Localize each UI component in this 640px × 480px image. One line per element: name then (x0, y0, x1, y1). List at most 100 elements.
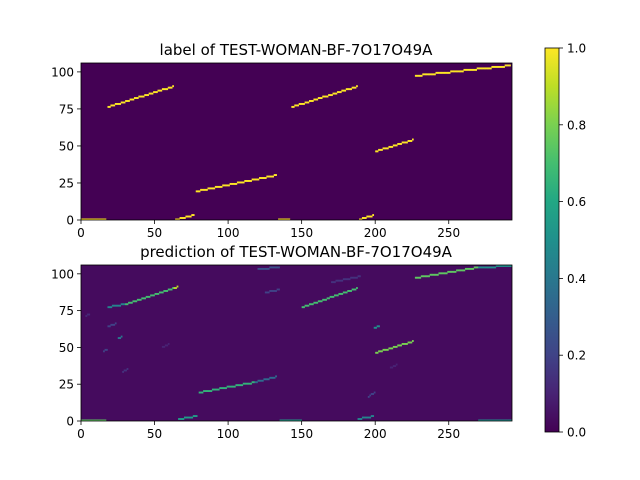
top-heatmap-cell (473, 68, 476, 71)
bottom-panel (81, 265, 512, 421)
top-heatmap-cell (478, 67, 480, 70)
top-heatmap-cell (153, 91, 155, 94)
top-heatmap-cell (320, 97, 323, 99)
bottom-heatmap-cell (276, 266, 279, 269)
top-heatmap-cell (344, 89, 347, 92)
bottom-heatmap-cell (319, 300, 322, 303)
bottom-heatmap-cell (438, 272, 441, 275)
bottom-heatmap-cell (436, 273, 439, 276)
top-heatmap-cell (119, 102, 122, 105)
bottom-heatmap-cell (325, 298, 327, 301)
top-heatmap-cell (233, 182, 236, 185)
bottom-heatmap-cell (409, 341, 411, 344)
bottom-heatmap-cell (138, 298, 141, 301)
top-heatmap-cell (245, 180, 248, 182)
bottom-heatmap-cell (370, 415, 373, 418)
bottom-heatmap-cell (219, 387, 222, 390)
bottom-heatmap-cell (342, 278, 345, 281)
bottom-heatmap-cell (417, 276, 420, 279)
bottom-heatmap-cell (233, 385, 236, 388)
top-heatmap-cell (422, 73, 425, 76)
bottom-heatmap-cell (497, 265, 500, 267)
bottom-heatmap-cell (336, 279, 339, 282)
bottom-heatmap-cell (173, 287, 176, 289)
bottom-heatmap-cell (89, 419, 92, 421)
bottom-heatmap-cell (135, 300, 138, 303)
top-heatmap-cell (150, 92, 152, 95)
bottom-heatmap-cell (194, 415, 197, 418)
bottom-heatmap-cell (363, 416, 366, 419)
bottom-heatmap-cell (261, 379, 264, 382)
top-heatmap-cell (203, 188, 205, 191)
bottom-heatmap-cell (286, 419, 289, 421)
bottom-heatmap-cell (144, 297, 147, 300)
top-heatmap-cell (253, 178, 255, 181)
bottom-heatmap-cell (110, 323, 113, 326)
bottom-heatmap-cell (338, 279, 341, 282)
top-heatmap-cell (389, 145, 392, 148)
bottom-heatmap-cell (101, 419, 104, 421)
bottom-heatmap-cell (334, 294, 336, 297)
bottom-heatmap-cell (485, 266, 488, 269)
top-heatmap-cell (451, 70, 454, 73)
bottom-heatmap-cell (285, 419, 288, 421)
bottom-heatmap-cell (386, 348, 389, 351)
bottom-heatmap-cell (220, 387, 223, 390)
bottom-heatmap-cell (129, 301, 132, 304)
top-heatmap-cell (288, 218, 291, 220)
bottom-heatmap-cell (86, 419, 89, 421)
top-heatmap-cell (385, 147, 388, 150)
bottom-heatmap-cell (232, 385, 235, 388)
bottom-heatmap-cell (388, 347, 391, 350)
bottom-heatmap-cell (260, 379, 263, 382)
bottom-heatmap-cell (359, 275, 361, 278)
bottom-heatmap-cell (331, 295, 333, 298)
top-heatmap-cell (200, 188, 202, 191)
bottom-heatmap-cell (507, 419, 510, 421)
bottom-heatmap-cell (373, 326, 376, 329)
top-heatmap-cell (186, 215, 189, 218)
bottom-heatmap-cell (392, 345, 395, 348)
top-heatmap-cell (147, 94, 149, 97)
top-heatmap-cell (497, 65, 500, 68)
bottom-heatmap-cell (395, 345, 398, 348)
top-heatmap-cell (347, 88, 350, 91)
bottom-heatmap-cell (385, 348, 388, 351)
top-heatmap-cell (461, 70, 464, 73)
colorbar-ticks: 0.0 0.2 0.4 0.6 0.8 1.0 (559, 42, 586, 440)
bottom-heatmap-cell (157, 292, 160, 295)
bottom-heatmap-cell (510, 265, 512, 267)
top-heatmap-cell (316, 98, 319, 101)
top-heatmap-cell (158, 89, 161, 92)
top-heatmap-cell (332, 92, 335, 95)
bottom-x-tick-label: 200 (364, 427, 387, 441)
top-heatmap-cell (282, 218, 285, 220)
bottom-heatmap-cell (489, 419, 492, 421)
top-heatmap-cell (210, 187, 213, 190)
top-heatmap-cell (83, 218, 86, 220)
bottom-heatmap-cell (123, 369, 126, 372)
bottom-heatmap-cell (272, 266, 274, 269)
top-heatmap-cell (364, 217, 367, 219)
top-heatmap-cell (353, 86, 355, 89)
top-heatmap-cell (125, 100, 127, 102)
top-heatmap-cell (503, 65, 505, 68)
colorbar (544, 47, 560, 433)
bottom-heatmap-cell (345, 278, 348, 281)
top-heatmap-cell (366, 215, 369, 218)
bottom-heatmap-cell (200, 391, 202, 394)
top-heatmap-cell (220, 185, 223, 188)
top-heatmap-cell (178, 218, 180, 220)
bottom-heatmap-cell (195, 415, 198, 418)
top-heatmap-cell (139, 95, 142, 98)
bottom-y-tick-label: 0 (66, 415, 74, 429)
bottom-heatmap-cell (163, 345, 166, 348)
top-heatmap-cell (307, 101, 310, 104)
bottom-heatmap-cell (267, 378, 270, 381)
top-heatmap-cell (142, 95, 145, 98)
top-heatmap-cell (131, 98, 133, 101)
bottom-heatmap-cell (482, 419, 485, 421)
top-heatmap-cell (491, 65, 494, 68)
top-heatmap-cell (479, 67, 482, 70)
bottom-heatmap-cell (384, 348, 386, 351)
